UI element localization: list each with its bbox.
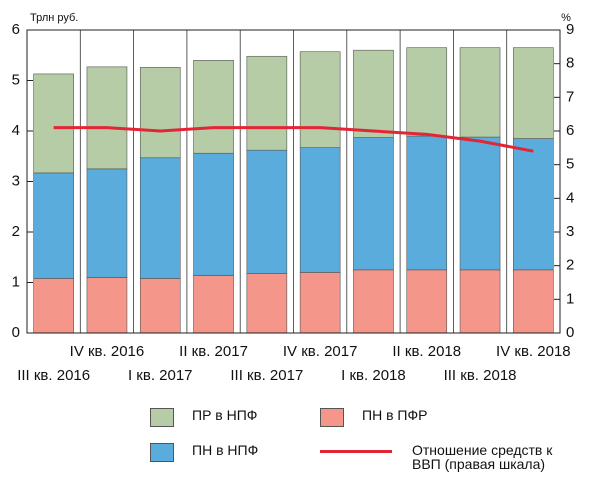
bar-segment: [246, 273, 288, 334]
bar-segment: [353, 137, 394, 271]
y-tick-label: 2: [12, 223, 20, 240]
bar-segment: [299, 272, 341, 334]
legend-label: Отношение средств к ВВП (правая шкала): [412, 442, 553, 472]
y-tick-label: 3: [12, 172, 20, 189]
x-tick-label: IV кв. 2016: [70, 343, 145, 360]
legend-swatch: [320, 408, 344, 427]
legend-item: ПН в НПФ: [150, 443, 258, 462]
y2-tick-label: 9: [566, 21, 574, 38]
bar-segment: [299, 147, 341, 273]
y2-tick-label: 5: [566, 156, 574, 173]
legend-label: ПР в НПФ: [192, 407, 258, 423]
bar-segment: [246, 55, 288, 151]
bar-segment: [139, 278, 181, 334]
legend-item: ПН в ПФР: [320, 408, 427, 427]
bar-segment: [139, 157, 181, 279]
bar-segment: [33, 278, 74, 334]
bar-segment: [193, 275, 234, 334]
y2-tick-label: 2: [566, 257, 574, 274]
x-tick-label: IV кв. 2017: [283, 343, 358, 360]
legend-item: ПР в НПФ: [150, 408, 257, 427]
bar-segment: [246, 149, 288, 274]
bar-segment: [406, 47, 448, 137]
y-tick-label: 5: [12, 71, 20, 88]
bar-segment: [86, 277, 128, 334]
legend-label: ПН в ПФР: [362, 407, 428, 423]
bar-segment: [406, 135, 448, 271]
y-axis-label: Трлн руб.: [30, 12, 78, 24]
x-tick-label: I кв. 2018: [341, 367, 406, 384]
bar-segment: [33, 172, 74, 279]
bar-segment: [353, 269, 394, 334]
y2-axis-label: %: [561, 12, 571, 24]
x-tick-label: IV кв. 2018: [496, 343, 571, 360]
x-tick-label: III кв. 2017: [230, 367, 303, 384]
x-tick-label: I кв. 2017: [128, 367, 193, 384]
y2-tick-label: 6: [566, 122, 574, 139]
y2-tick-label: 4: [566, 189, 574, 206]
legend-swatch: [150, 443, 174, 462]
y2-tick-label: 0: [566, 324, 574, 341]
bar-segment: [353, 49, 394, 138]
x-tick-label: II кв. 2017: [179, 343, 248, 360]
y-tick-label: 4: [12, 122, 20, 139]
bar-segment: [86, 66, 128, 170]
y-tick-label: 0: [12, 324, 20, 341]
bar-segment: [459, 136, 501, 271]
legend-swatch: [320, 450, 392, 453]
bar-segment: [33, 73, 74, 174]
x-tick-label: II кв. 2018: [392, 343, 461, 360]
x-tick-label: III кв. 2016: [17, 367, 90, 384]
y2-tick-label: 8: [566, 55, 574, 72]
bar-segment: [459, 47, 501, 138]
bar-segment: [139, 67, 181, 159]
x-tick-label: III кв. 2018: [444, 367, 517, 384]
bar-segment: [406, 269, 448, 334]
line-series: [53, 126, 534, 153]
y-tick-label: 6: [12, 21, 20, 38]
legend-swatch: [150, 408, 174, 427]
y2-tick-label: 1: [566, 290, 574, 307]
bar-segment: [193, 152, 234, 276]
bar-segment: [459, 269, 501, 334]
bar-segment: [86, 168, 128, 278]
legend-label: ПН в НПФ: [192, 442, 259, 458]
bar-segment: [193, 59, 234, 154]
y-tick-label: 1: [12, 273, 20, 290]
bar-segment: [513, 47, 554, 139]
legend-item: Отношение средств к ВВП (правая шкала): [320, 443, 582, 471]
bar-segment: [299, 51, 341, 148]
y2-tick-label: 3: [566, 223, 574, 240]
y2-tick-label: 7: [566, 88, 574, 105]
bar-segment: [513, 269, 554, 334]
bar-segment: [513, 138, 554, 271]
